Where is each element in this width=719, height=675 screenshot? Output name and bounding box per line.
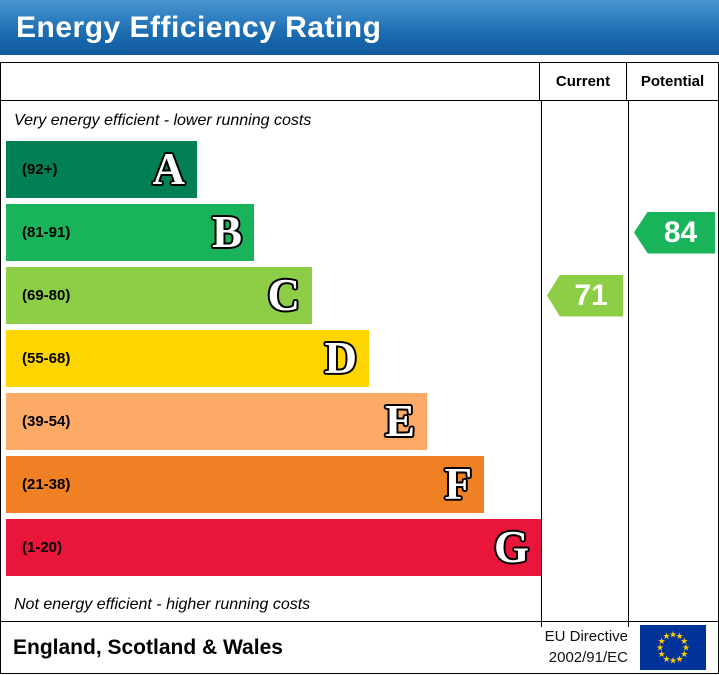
potential-rating-value: 84 [663,215,698,249]
band-letter-d: D [324,333,358,383]
band-letter-b: B [211,207,242,257]
band-range-b: (81-91) [22,224,71,241]
chart-body: Very energy efficient - lower running co… [1,101,718,627]
top-caption: Very energy efficient - lower running co… [14,112,312,129]
current-rating-value: 71 [574,278,608,312]
svg-text:★: ★ [662,631,670,641]
chart-frame: Current Potential Very energy efficient … [0,62,719,674]
eu-directive-line1: EU Directive [544,628,628,646]
chart-title-bar: Energy Efficiency Rating [0,0,719,55]
footer-region-label: England, Scotland & Wales [13,635,283,659]
potential-rating-arrow: 84 [634,211,715,254]
eu-directive-line2: 2002/91/EC [548,648,628,666]
band-bar-b: (81-91) B [6,204,254,261]
band-range-f: (21-38) [22,476,71,493]
svg-text:★: ★ [658,636,666,646]
band-bar-d: (55-68) D [6,330,369,387]
svg-text:★: ★ [656,643,664,653]
eu-flag-icon: ★ ★ ★ ★ ★ ★ ★ ★ ★ ★ ★ ★ [640,625,706,670]
svg-text:★: ★ [680,636,688,646]
band-letter-a: A [152,144,186,194]
band-letter-e: E [384,396,415,446]
svg-text:★: ★ [669,656,677,666]
band-bar-c: (69-80) C [6,267,312,324]
chart-title: Energy Efficiency Rating [16,10,382,44]
current-rating-arrow: 71 [547,274,623,317]
current-column-header: Current [539,63,626,100]
band-bar-e: (39-54) E [6,393,427,450]
svg-text:★: ★ [662,654,670,664]
band-letter-f: F [444,459,473,509]
svg-text:★: ★ [675,631,683,641]
svg-text:★: ★ [682,643,690,653]
column-header-row: Current Potential [1,63,718,101]
bands-area: Very energy efficient - lower running co… [1,101,541,627]
bottom-caption: Not energy efficient - higher running co… [14,595,311,613]
band-bar-g: (1-20) G [6,519,541,576]
svg-text:★: ★ [669,630,677,640]
chart-footer: England, Scotland & Wales EU Directive 2… [1,621,718,673]
current-column: 71 [541,101,628,627]
svg-text:★: ★ [675,654,683,664]
potential-column: 84 [628,101,719,627]
band-letter-g: G [493,522,529,572]
band-range-g: (1-20) [22,539,63,556]
header-spacer [1,63,539,100]
band-bar-f: (21-38) F [6,456,484,513]
potential-column-header: Potential [626,63,718,100]
band-range-e: (39-54) [22,413,71,430]
svg-text:★: ★ [658,649,666,659]
band-bar-a: (92+) A [6,141,197,198]
band-range-d: (55-68) [22,350,71,367]
band-range-a: (92+) [22,161,58,178]
eu-directive-text: EU Directive 2002/91/EC [545,627,628,668]
band-range-c: (69-80) [22,287,71,304]
svg-text:★: ★ [680,649,688,659]
band-letter-c: C [267,270,301,320]
